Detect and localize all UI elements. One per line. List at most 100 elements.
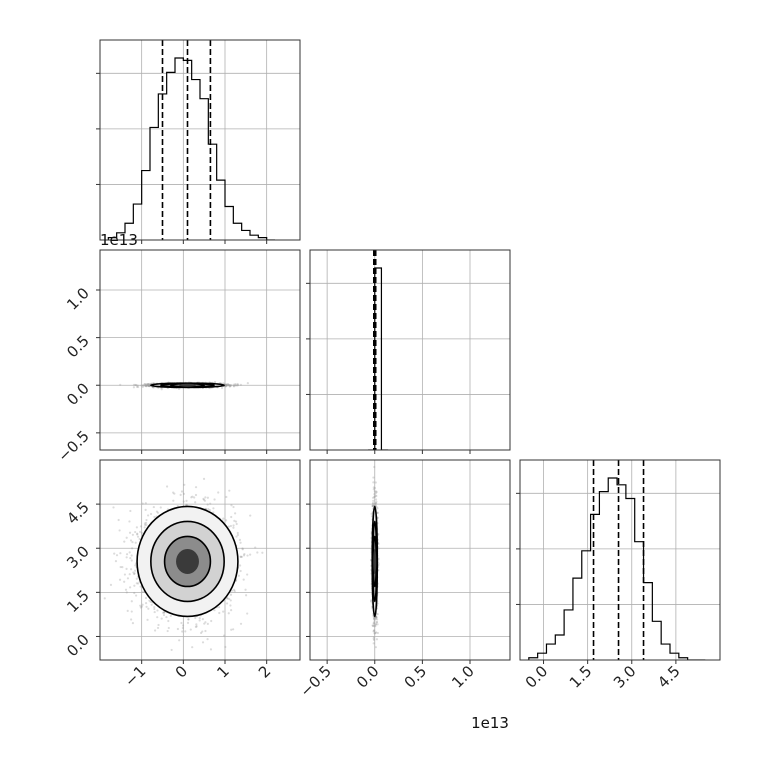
sample-point (113, 552, 116, 555)
histogram-step (368, 267, 389, 450)
panel-frame (309, 249, 511, 451)
sample-point (193, 496, 196, 499)
sample-point (236, 382, 239, 386)
sample-point (143, 383, 147, 386)
sample-point (182, 492, 186, 495)
sample-point (135, 582, 138, 585)
sample-point (225, 383, 228, 386)
y-tick-label: −0.5 (54, 427, 92, 465)
sample-point (126, 577, 130, 580)
sample-point (144, 508, 147, 511)
sample-point (194, 486, 198, 489)
sample-point (181, 624, 185, 627)
sample-point (209, 502, 212, 505)
sample-point (234, 384, 238, 387)
sample-point (115, 554, 119, 557)
sample-point (195, 625, 198, 628)
sample-point (224, 384, 227, 387)
sample-point (240, 555, 243, 558)
sample-point (136, 532, 139, 535)
sample-point (239, 622, 243, 625)
sample-point (191, 495, 194, 498)
sample-point (147, 383, 150, 386)
sample-point (147, 384, 150, 387)
sample-point (222, 517, 225, 520)
sample-point (135, 594, 138, 597)
sample-point (119, 565, 122, 569)
sample-point (222, 610, 225, 613)
sample-point (202, 477, 206, 480)
sample-point (146, 383, 149, 386)
sample-point (142, 384, 145, 387)
sample-point (224, 383, 227, 386)
sample-point (181, 626, 184, 630)
sample-point (136, 535, 140, 538)
sample-point (185, 499, 188, 502)
sample-point (147, 384, 150, 388)
sample-point (155, 510, 159, 513)
sample-point (147, 384, 150, 388)
sample-point (203, 622, 206, 625)
sample-point (242, 554, 246, 557)
sample-point (225, 602, 229, 605)
sample-point (172, 491, 175, 494)
sample-point (146, 514, 150, 517)
sample-point (232, 385, 236, 388)
sample-point (246, 382, 249, 385)
sample-point (162, 613, 166, 617)
histogram-panel-p2 (306, 249, 511, 454)
sample-point (213, 380, 217, 384)
sample-point (225, 495, 228, 499)
sample-point (194, 501, 197, 504)
sample-point (179, 493, 182, 496)
sample-point (143, 522, 147, 525)
sample-point (190, 496, 193, 499)
sample-point (128, 520, 131, 523)
sample-point (124, 588, 128, 591)
sample-point (241, 548, 244, 551)
sample-point (254, 546, 257, 549)
sample-point (138, 537, 141, 541)
histogram-panel-p1 (96, 39, 301, 244)
sample-point (236, 384, 239, 387)
sample-point (230, 515, 233, 519)
sample-point (144, 523, 147, 527)
sample-point (180, 490, 184, 493)
sample-point (232, 526, 235, 529)
sample-point (134, 383, 137, 387)
sample-point (183, 483, 186, 486)
sample-point (109, 583, 113, 586)
sample-point (128, 531, 132, 534)
sample-point (147, 384, 150, 387)
sample-point (224, 383, 227, 387)
sample-point (204, 621, 207, 624)
sample-point (123, 580, 126, 583)
sample-point (228, 383, 231, 387)
sample-point (227, 383, 230, 387)
sample-point (128, 551, 131, 554)
y-tick-label: 1.0 (63, 284, 93, 314)
sample-point (229, 599, 232, 602)
sample-point (261, 551, 264, 554)
sample-point (130, 554, 133, 557)
sample-point (144, 502, 147, 505)
sample-point (166, 629, 169, 633)
sample-point (224, 383, 228, 387)
sample-point (139, 525, 143, 528)
sample-point (125, 536, 128, 539)
sample-point (160, 388, 163, 391)
sample-point (148, 385, 151, 388)
sample-point (145, 385, 148, 388)
sample-point (167, 626, 170, 630)
sample-point (139, 606, 142, 609)
sample-point (169, 614, 172, 617)
sample-point (165, 615, 168, 619)
sample-point (213, 498, 216, 501)
sample-point (145, 384, 148, 387)
sample-point (125, 553, 129, 556)
sample-point (239, 569, 242, 573)
sample-point (235, 535, 238, 538)
sample-point (139, 604, 142, 607)
sample-point (232, 524, 235, 527)
sample-point (160, 617, 163, 620)
